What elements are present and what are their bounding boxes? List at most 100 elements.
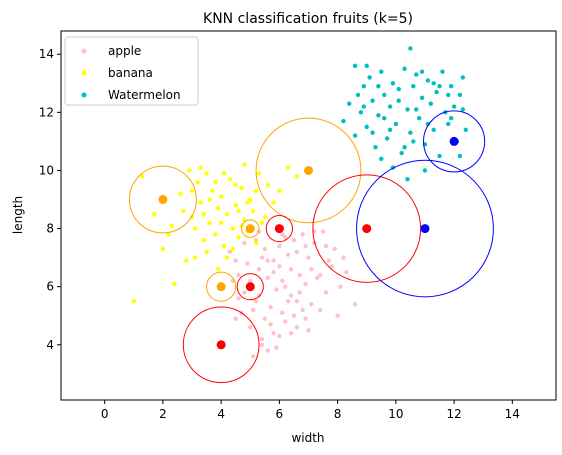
point-watermelon bbox=[361, 84, 367, 89]
point-watermelon bbox=[399, 150, 404, 156]
point-banana bbox=[256, 171, 262, 176]
point-banana bbox=[216, 267, 221, 272]
point-banana bbox=[239, 185, 244, 191]
legend-label: banana bbox=[108, 66, 153, 80]
x-tick-label: 2 bbox=[159, 407, 167, 421]
neighbor-radius-circle bbox=[356, 159, 494, 298]
point-apple bbox=[285, 299, 291, 304]
legend-marker bbox=[81, 70, 87, 76]
point-apple bbox=[329, 264, 334, 269]
point-apple bbox=[236, 272, 241, 278]
point-banana bbox=[245, 200, 250, 205]
legend-box bbox=[64, 36, 199, 106]
point-apple bbox=[259, 342, 265, 347]
point-apple bbox=[268, 304, 273, 310]
point-apple bbox=[283, 284, 288, 289]
x-tick-label: 12 bbox=[446, 407, 461, 421]
point-watermelon bbox=[440, 69, 445, 74]
point-apple bbox=[338, 284, 343, 289]
point-watermelon bbox=[437, 153, 442, 159]
point-banana bbox=[233, 182, 238, 188]
point-banana bbox=[294, 174, 300, 179]
point-apple bbox=[291, 237, 297, 243]
point-banana bbox=[224, 255, 230, 260]
test-point bbox=[216, 340, 226, 350]
point-apple bbox=[271, 269, 276, 275]
neighbor-radius-circle bbox=[255, 117, 362, 224]
point-apple bbox=[274, 345, 279, 350]
point-watermelon bbox=[414, 107, 419, 112]
point-watermelon bbox=[446, 92, 451, 98]
y-tick-label: 6 bbox=[46, 280, 54, 294]
point-watermelon bbox=[373, 145, 378, 150]
point-watermelon bbox=[379, 69, 384, 74]
point-watermelon bbox=[419, 95, 425, 101]
x-tick-label: 6 bbox=[276, 407, 284, 421]
point-banana bbox=[233, 203, 238, 208]
point-watermelon bbox=[457, 92, 463, 98]
point-banana bbox=[224, 211, 230, 217]
point-watermelon bbox=[416, 115, 422, 121]
point-apple bbox=[297, 290, 302, 295]
point-watermelon bbox=[387, 104, 393, 109]
point-watermelon bbox=[393, 121, 399, 127]
point-apple bbox=[303, 281, 308, 286]
point-watermelon bbox=[411, 84, 416, 89]
point-watermelon bbox=[402, 145, 407, 150]
legend-label: Watermelon bbox=[108, 88, 181, 102]
point-banana bbox=[227, 176, 233, 182]
point-banana bbox=[204, 249, 209, 255]
point-apple bbox=[335, 313, 340, 318]
point-apple bbox=[323, 243, 329, 249]
legend-marker bbox=[81, 92, 87, 98]
point-watermelon bbox=[352, 133, 358, 138]
point-watermelon bbox=[437, 84, 442, 89]
point-watermelon bbox=[463, 127, 468, 132]
point-apple bbox=[303, 243, 308, 249]
point-apple bbox=[277, 264, 282, 269]
test-point bbox=[449, 136, 459, 146]
point-apple bbox=[277, 333, 282, 339]
point-banana bbox=[172, 281, 177, 286]
point-watermelon bbox=[425, 121, 431, 127]
neighbor-radius-circle bbox=[241, 219, 260, 238]
point-apple bbox=[294, 249, 300, 255]
point-watermelon bbox=[355, 92, 361, 98]
point-apple bbox=[233, 316, 238, 321]
neighbor-radius-circle bbox=[182, 306, 260, 384]
point-apple bbox=[288, 330, 294, 336]
point-apple bbox=[274, 287, 279, 292]
point-banana bbox=[230, 226, 235, 231]
chart-title: KNN classification fruits (k=5) bbox=[203, 11, 413, 27]
point-apple bbox=[288, 293, 294, 298]
y-axis: 4 6 8 10 12 14 bbox=[39, 47, 61, 352]
test-point bbox=[304, 165, 313, 175]
point-apple bbox=[291, 313, 297, 318]
point-apple bbox=[233, 258, 238, 263]
x-axis-label: width bbox=[291, 431, 324, 445]
point-watermelon bbox=[411, 139, 416, 144]
point-apple bbox=[297, 272, 302, 278]
test-point bbox=[158, 195, 168, 205]
point-banana bbox=[189, 188, 195, 194]
point-watermelon bbox=[408, 130, 413, 135]
point-watermelon bbox=[384, 136, 390, 141]
point-apple bbox=[280, 232, 285, 237]
point-apple bbox=[253, 299, 259, 304]
point-banana bbox=[204, 171, 209, 176]
y-tick-label: 8 bbox=[46, 222, 54, 236]
y-tick-label: 4 bbox=[46, 338, 54, 352]
point-apple bbox=[259, 336, 265, 342]
legend-label: apple bbox=[108, 44, 141, 58]
point-apple bbox=[309, 267, 314, 272]
point-banana bbox=[198, 165, 203, 170]
point-banana bbox=[265, 182, 270, 188]
point-banana bbox=[210, 188, 215, 194]
point-watermelon bbox=[425, 78, 431, 83]
neighbor-radius-circle bbox=[236, 273, 264, 301]
legend: apple banana Watermelon bbox=[64, 36, 199, 106]
point-watermelon bbox=[457, 153, 463, 159]
plot-frame bbox=[60, 30, 557, 401]
point-apple bbox=[344, 269, 349, 275]
point-watermelon bbox=[382, 115, 387, 121]
